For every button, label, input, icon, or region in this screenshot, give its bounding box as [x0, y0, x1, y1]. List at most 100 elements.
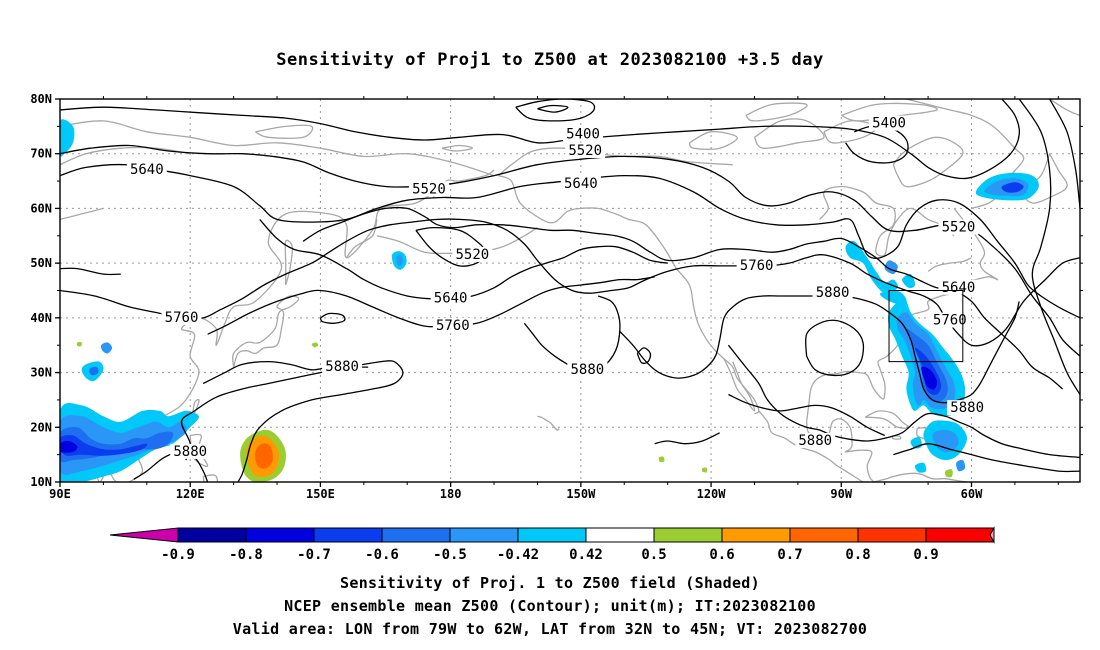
sensitivity-patch	[60, 435, 148, 456]
sensitivity-patch	[1001, 182, 1024, 193]
colorbar-box	[381, 527, 451, 543]
colorbar-label: -0.8	[229, 547, 263, 560]
contour-label: 5760	[740, 258, 774, 274]
sensitivity-patch	[901, 273, 916, 289]
contour-label-bg	[126, 162, 167, 178]
contour-label: 5880	[325, 359, 359, 375]
colorbar-label: 0.8	[845, 547, 870, 560]
sensitivity-patch	[396, 254, 403, 267]
contour-label-bg	[161, 309, 202, 325]
coastline	[841, 102, 938, 122]
lon-tick-label: 120E	[176, 487, 205, 501]
contour-label: 5880	[571, 362, 605, 378]
coastline	[723, 358, 756, 412]
colorbar-box	[517, 527, 587, 543]
contour-line	[727, 344, 1080, 459]
colorbar-label: 0.9	[913, 547, 938, 560]
contour-line	[60, 218, 1080, 347]
contour-label: 5520	[942, 220, 976, 236]
contour-line	[319, 312, 346, 324]
colorbar-box	[449, 527, 519, 543]
lat-tick-label: 10N	[30, 475, 52, 489]
contour-line	[259, 218, 668, 300]
contour-line	[804, 319, 865, 377]
colorbar-box	[789, 527, 859, 543]
colorbar-box	[585, 527, 655, 543]
coastline	[819, 185, 955, 257]
coastline	[1022, 153, 1068, 204]
contour-line	[619, 295, 1020, 404]
coastline	[688, 131, 738, 150]
coastline	[864, 410, 910, 429]
contour-label: 5880	[816, 285, 850, 301]
lat-tick-label: 30N	[30, 366, 52, 380]
colorbar-label: 0.7	[777, 547, 802, 560]
colorbar-label: -0.7	[297, 547, 331, 560]
coastline	[60, 146, 191, 166]
contour-label-bg	[929, 312, 970, 328]
sensitivity-patch	[658, 456, 665, 463]
coastline	[497, 147, 733, 177]
contour-label-bg	[560, 175, 601, 191]
coastline	[1049, 99, 1080, 117]
contour-label-bg	[430, 290, 471, 306]
lat-tick-label: 50N	[30, 256, 52, 270]
contour-label-bg	[408, 181, 449, 197]
coastline	[873, 472, 968, 482]
contour-line	[537, 104, 569, 113]
colorbar-box	[313, 527, 383, 543]
contour-label: 5760	[933, 313, 967, 329]
colorbar-label: 0.5	[641, 547, 666, 560]
sensitivity-map: 5640552054005520564054005520552057605880…	[30, 92, 1083, 560]
colorbar-box	[653, 527, 723, 543]
lon-tick-label: 150E	[306, 487, 335, 501]
colorbar-box	[857, 527, 927, 543]
coastline	[441, 144, 473, 152]
contour-line	[1018, 99, 1080, 395]
coastline	[927, 257, 972, 272]
colorbar-label: -0.5	[433, 547, 467, 560]
contour-label-bg	[938, 219, 979, 235]
contour-label-bg	[563, 126, 604, 142]
contour-label: 5520	[568, 143, 602, 159]
sensitivity-patch	[60, 440, 78, 453]
colorbar-arrow-left	[109, 527, 179, 543]
coastline	[345, 219, 378, 259]
coastline	[823, 120, 878, 144]
contour-label: 5640	[942, 280, 976, 296]
coastline	[891, 435, 902, 440]
colorbar-box	[721, 527, 791, 543]
contour-label-bg	[869, 115, 910, 131]
lon-tick-label: 120W	[697, 487, 727, 501]
colorbar-box	[925, 527, 995, 543]
contour-label-bg	[795, 432, 836, 448]
contour-label-bg	[322, 359, 363, 375]
contour-label-bg	[947, 400, 988, 416]
colorbar-arrow-right	[989, 526, 995, 544]
coastline	[745, 102, 808, 122]
contour-label: 5520	[455, 247, 489, 263]
contour-label-bg	[736, 257, 777, 273]
caption-line-2: NCEP ensemble mean Z500 (Contour); unit(…	[284, 597, 816, 615]
contour-label-bg	[567, 361, 608, 377]
contour-line	[1049, 99, 1080, 209]
contour-line	[515, 99, 596, 122]
contour-label-bg	[170, 443, 211, 459]
coastline	[805, 418, 875, 482]
lon-tick-label: 150W	[566, 487, 596, 501]
sensitivity-patch	[60, 119, 75, 157]
lat-tick-label: 80N	[30, 92, 52, 106]
contour-label: 5880	[173, 444, 207, 460]
coastline	[758, 410, 864, 482]
coastline	[753, 118, 825, 149]
coastline	[231, 295, 300, 368]
lat-tick-label: 60N	[30, 201, 52, 215]
sensitivity-patch	[76, 342, 82, 347]
contour-label-bg	[938, 279, 979, 295]
contour-label-bg	[452, 246, 493, 262]
z500-contours	[60, 99, 1080, 482]
lon-tick-label: 180	[440, 487, 462, 501]
sensitivity-patch	[255, 443, 273, 469]
lat-tick-label: 20N	[30, 420, 52, 434]
